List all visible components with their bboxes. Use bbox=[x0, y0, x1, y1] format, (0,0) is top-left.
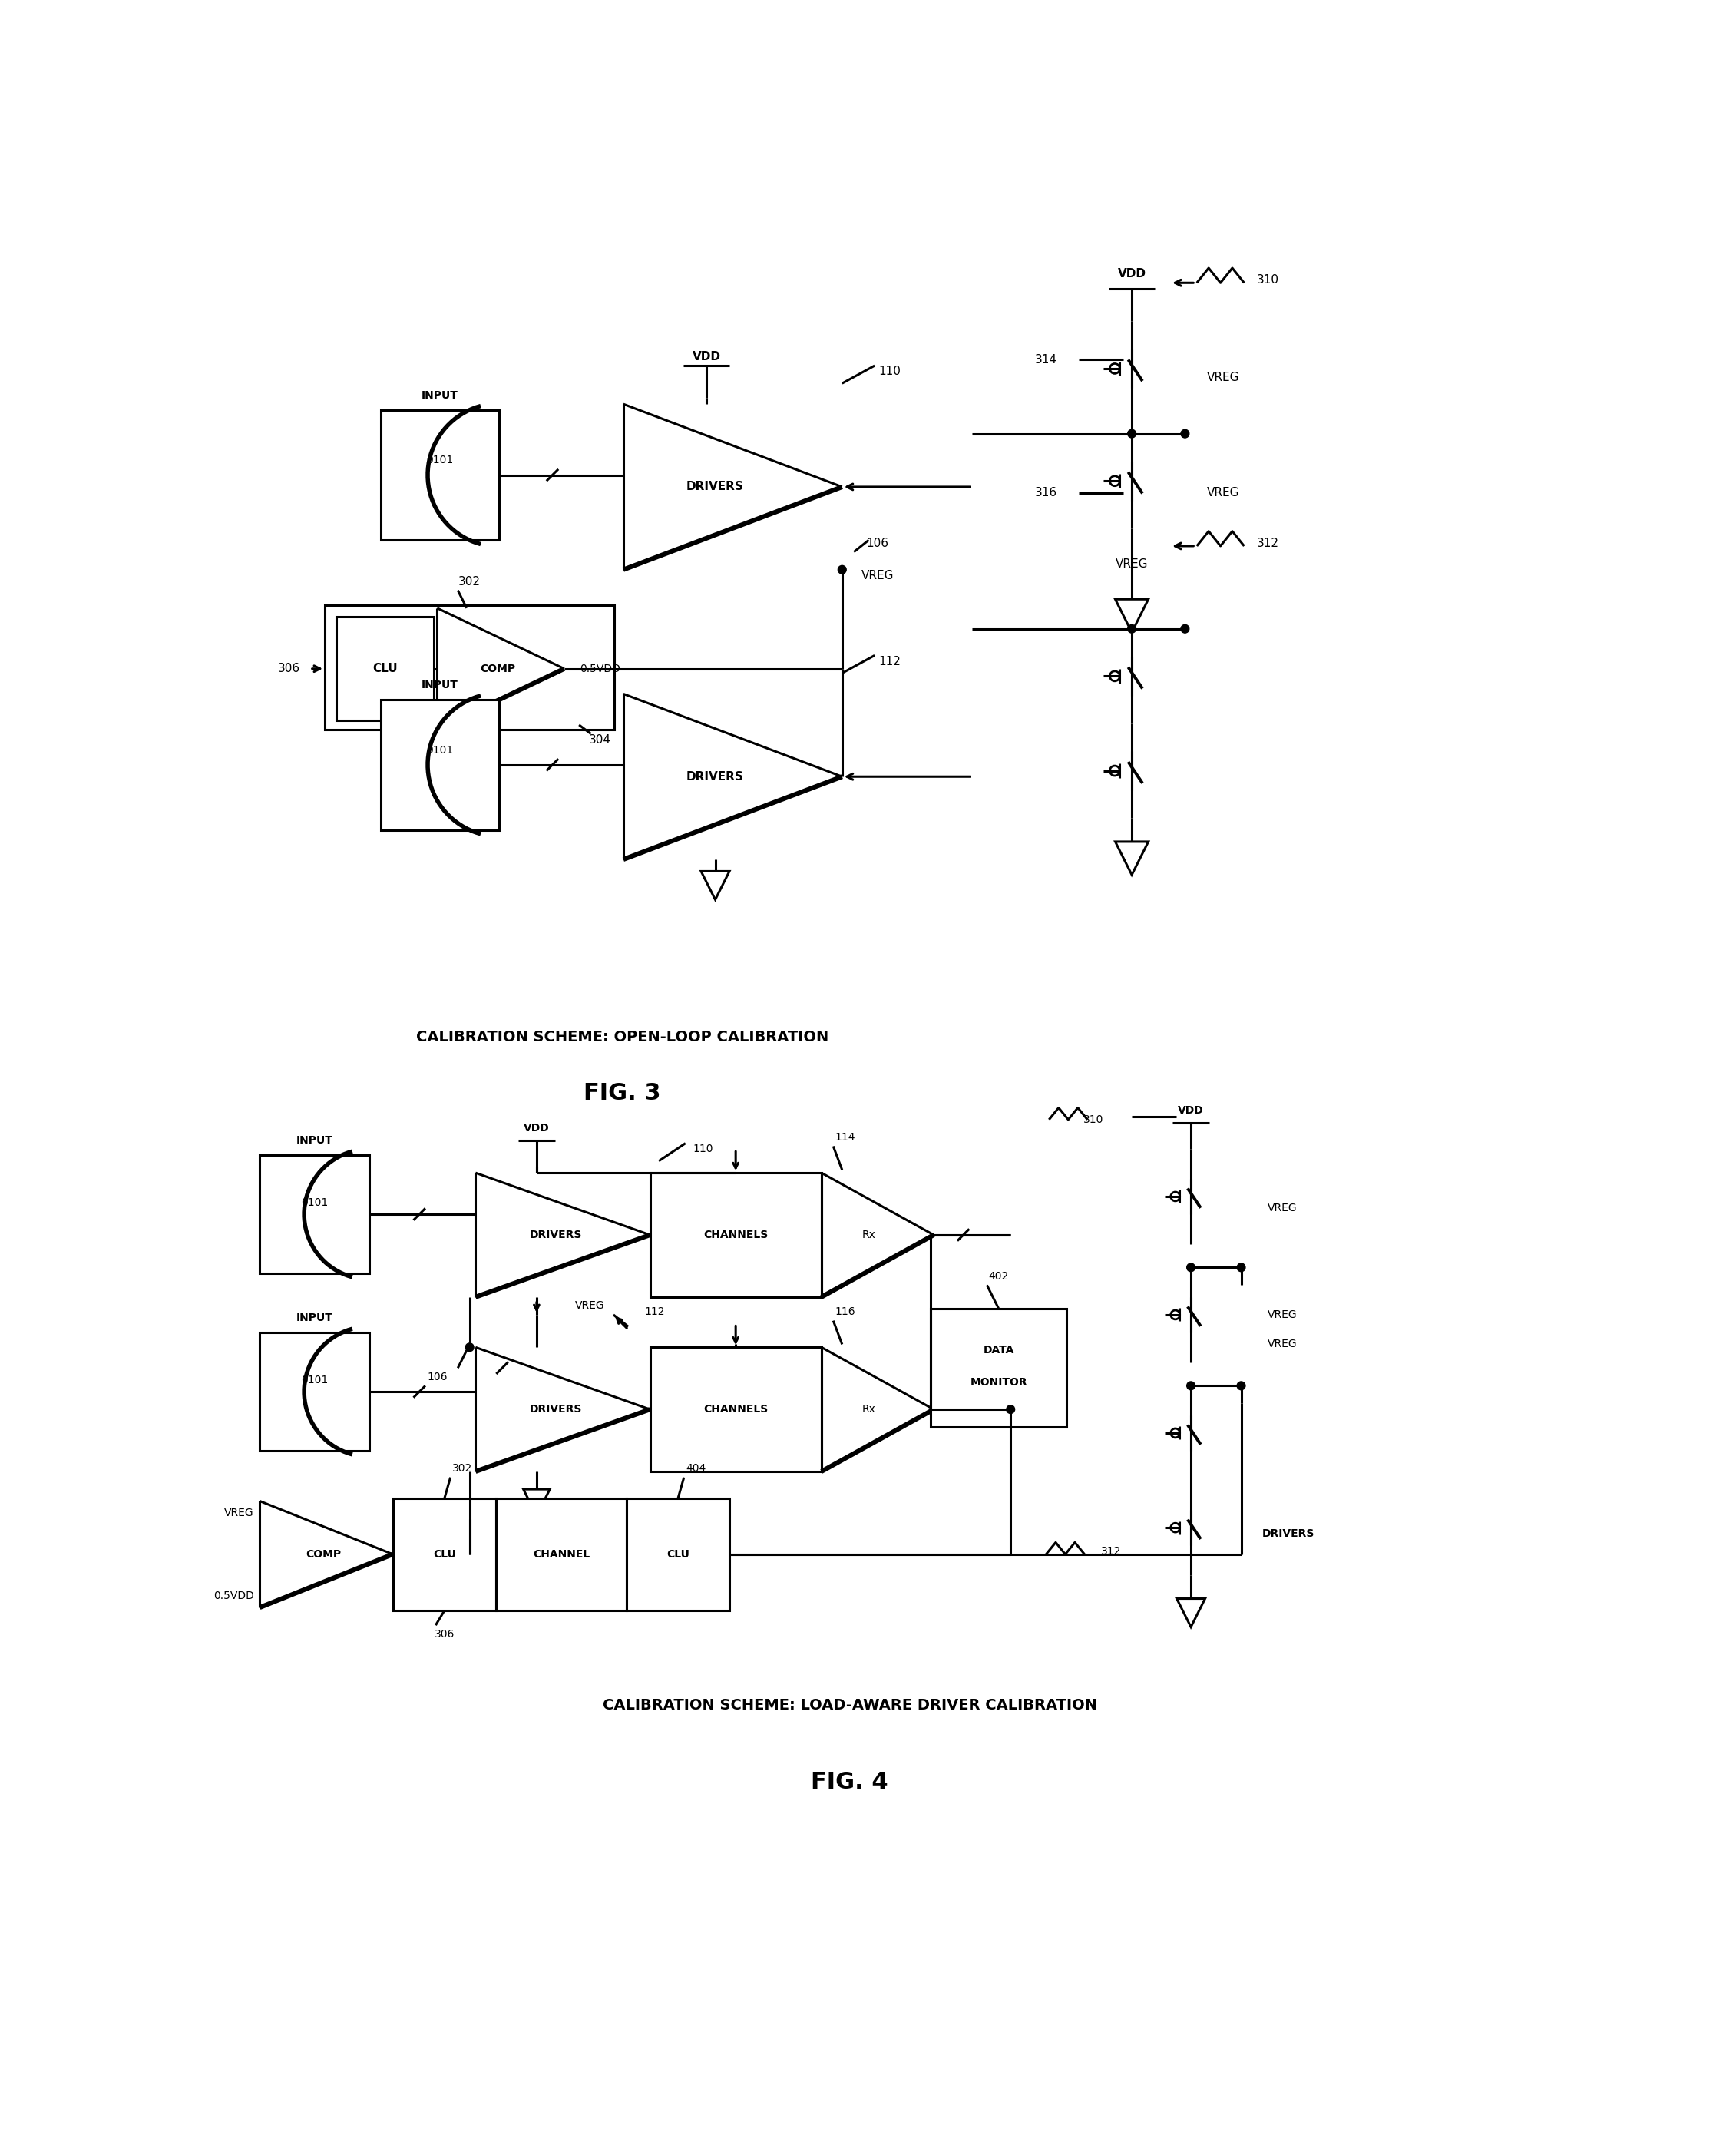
Text: DATA: DATA bbox=[983, 1345, 1014, 1355]
Text: 306: 306 bbox=[434, 1629, 455, 1640]
Text: 0101: 0101 bbox=[427, 746, 453, 756]
Text: FIG. 3: FIG. 3 bbox=[583, 1082, 661, 1103]
Text: 302: 302 bbox=[451, 1463, 472, 1474]
Text: CALIBRATION SCHEME: LOAD-AWARE DRIVER CALIBRATION: CALIBRATION SCHEME: LOAD-AWARE DRIVER CA… bbox=[602, 1698, 1097, 1713]
Text: 310: 310 bbox=[1083, 1114, 1104, 1125]
Text: 306: 306 bbox=[278, 664, 300, 675]
Text: 116: 116 bbox=[835, 1306, 856, 1317]
Circle shape bbox=[1180, 429, 1189, 437]
Circle shape bbox=[1238, 1381, 1245, 1390]
Text: VREG: VREG bbox=[1207, 487, 1240, 498]
Text: 0101: 0101 bbox=[427, 455, 453, 465]
Text: INPUT: INPUT bbox=[422, 679, 458, 690]
Text: CLU: CLU bbox=[373, 664, 398, 675]
Bar bbox=[380, 409, 500, 541]
Bar bbox=[649, 1172, 821, 1297]
Text: DRIVERS: DRIVERS bbox=[686, 771, 745, 782]
Text: CHANNELS: CHANNELS bbox=[703, 1231, 767, 1241]
Circle shape bbox=[465, 1343, 474, 1351]
Text: CALIBRATION SCHEME: OPEN-LOOP CALIBRATION: CALIBRATION SCHEME: OPEN-LOOP CALIBRATIO… bbox=[417, 1030, 828, 1045]
Text: INPUT: INPUT bbox=[422, 390, 458, 401]
Text: VREG: VREG bbox=[1207, 371, 1240, 384]
Circle shape bbox=[1128, 429, 1135, 437]
Circle shape bbox=[1180, 625, 1189, 634]
Text: 0101: 0101 bbox=[300, 1196, 328, 1207]
Bar bbox=[260, 1332, 370, 1450]
Text: 0.5VDD: 0.5VDD bbox=[580, 664, 620, 675]
Text: MONITOR: MONITOR bbox=[970, 1377, 1028, 1388]
Text: INPUT: INPUT bbox=[297, 1312, 333, 1323]
Bar bbox=[649, 1347, 821, 1472]
Text: 114: 114 bbox=[835, 1131, 856, 1142]
Text: VREG: VREG bbox=[861, 569, 894, 582]
Text: 312: 312 bbox=[1257, 537, 1279, 550]
Text: DRIVERS: DRIVERS bbox=[1262, 1528, 1314, 1539]
Bar bbox=[627, 1498, 729, 1610]
Text: VREG: VREG bbox=[224, 1508, 253, 1519]
Text: COMP: COMP bbox=[306, 1549, 342, 1560]
Circle shape bbox=[1128, 625, 1135, 634]
Circle shape bbox=[1187, 1381, 1194, 1390]
Text: 0.5VDD: 0.5VDD bbox=[214, 1590, 253, 1601]
Text: CHANNEL: CHANNEL bbox=[533, 1549, 590, 1560]
Text: CLU: CLU bbox=[667, 1549, 689, 1560]
Text: VDD: VDD bbox=[693, 351, 720, 362]
Text: VDD: VDD bbox=[1179, 1106, 1203, 1116]
Text: VDD: VDD bbox=[1118, 267, 1146, 280]
Bar bbox=[496, 1498, 627, 1610]
Bar bbox=[337, 616, 434, 720]
Circle shape bbox=[838, 565, 845, 573]
Text: 112: 112 bbox=[644, 1306, 665, 1317]
Text: VREG: VREG bbox=[1267, 1338, 1297, 1349]
Text: 404: 404 bbox=[686, 1463, 707, 1474]
Text: VREG: VREG bbox=[1116, 558, 1147, 569]
Text: DRIVERS: DRIVERS bbox=[529, 1405, 582, 1416]
Text: 302: 302 bbox=[458, 575, 481, 588]
Text: FIG. 4: FIG. 4 bbox=[811, 1771, 889, 1793]
Text: 110: 110 bbox=[693, 1144, 713, 1155]
Text: 312: 312 bbox=[1101, 1545, 1121, 1556]
Text: DRIVERS: DRIVERS bbox=[686, 481, 745, 493]
Text: 310: 310 bbox=[1257, 274, 1279, 287]
Bar bbox=[260, 1155, 370, 1274]
Text: 106: 106 bbox=[866, 537, 889, 550]
Bar bbox=[380, 700, 500, 830]
Text: VREG: VREG bbox=[1267, 1310, 1297, 1321]
Text: 106: 106 bbox=[427, 1371, 448, 1381]
Text: INPUT: INPUT bbox=[297, 1136, 333, 1146]
Bar bbox=[325, 606, 615, 728]
Text: CLU: CLU bbox=[432, 1549, 457, 1560]
Text: 314: 314 bbox=[1035, 353, 1057, 366]
Circle shape bbox=[1007, 1405, 1016, 1414]
Circle shape bbox=[1238, 1263, 1245, 1271]
Text: VDD: VDD bbox=[524, 1123, 550, 1134]
Bar bbox=[392, 1498, 496, 1610]
Text: Rx: Rx bbox=[861, 1231, 875, 1241]
Text: Rx: Rx bbox=[861, 1405, 875, 1416]
Text: 112: 112 bbox=[878, 655, 901, 668]
Circle shape bbox=[1187, 1263, 1194, 1271]
Text: 304: 304 bbox=[589, 735, 611, 746]
Text: 110: 110 bbox=[878, 366, 901, 377]
Text: VREG: VREG bbox=[575, 1299, 604, 1310]
Text: COMP: COMP bbox=[481, 664, 516, 675]
Text: DRIVERS: DRIVERS bbox=[529, 1231, 582, 1241]
Text: CHANNELS: CHANNELS bbox=[703, 1405, 767, 1416]
Text: 402: 402 bbox=[990, 1271, 1009, 1282]
Text: VREG: VREG bbox=[1267, 1202, 1297, 1213]
Bar bbox=[930, 1308, 1066, 1427]
Text: 0101: 0101 bbox=[300, 1375, 328, 1386]
Text: 316: 316 bbox=[1035, 487, 1057, 498]
